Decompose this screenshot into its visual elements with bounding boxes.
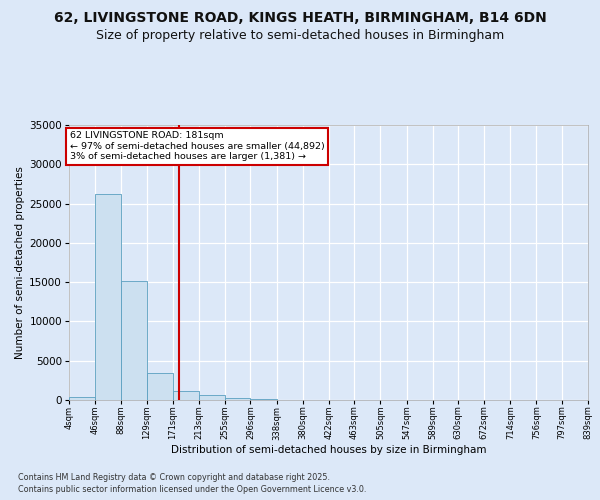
X-axis label: Distribution of semi-detached houses by size in Birmingham: Distribution of semi-detached houses by … bbox=[171, 445, 486, 455]
Text: 62, LIVINGSTONE ROAD, KINGS HEATH, BIRMINGHAM, B14 6DN: 62, LIVINGSTONE ROAD, KINGS HEATH, BIRMI… bbox=[53, 11, 547, 25]
Bar bbox=[121, 280, 146, 400]
Bar bbox=[199, 396, 225, 400]
Bar bbox=[225, 398, 250, 400]
Text: Contains HM Land Registry data © Crown copyright and database right 2025.: Contains HM Land Registry data © Crown c… bbox=[18, 472, 330, 482]
Text: 62 LIVINGSTONE ROAD: 181sqm
← 97% of semi-detached houses are smaller (44,892)
3: 62 LIVINGSTONE ROAD: 181sqm ← 97% of sem… bbox=[70, 132, 325, 161]
Bar bbox=[173, 392, 199, 400]
Y-axis label: Number of semi-detached properties: Number of semi-detached properties bbox=[15, 166, 25, 359]
Bar bbox=[95, 194, 121, 400]
Bar bbox=[69, 397, 95, 400]
Text: Contains public sector information licensed under the Open Government Licence v3: Contains public sector information licen… bbox=[18, 485, 367, 494]
Text: Size of property relative to semi-detached houses in Birmingham: Size of property relative to semi-detach… bbox=[96, 29, 504, 42]
Bar bbox=[146, 374, 173, 400]
Bar bbox=[250, 399, 277, 400]
